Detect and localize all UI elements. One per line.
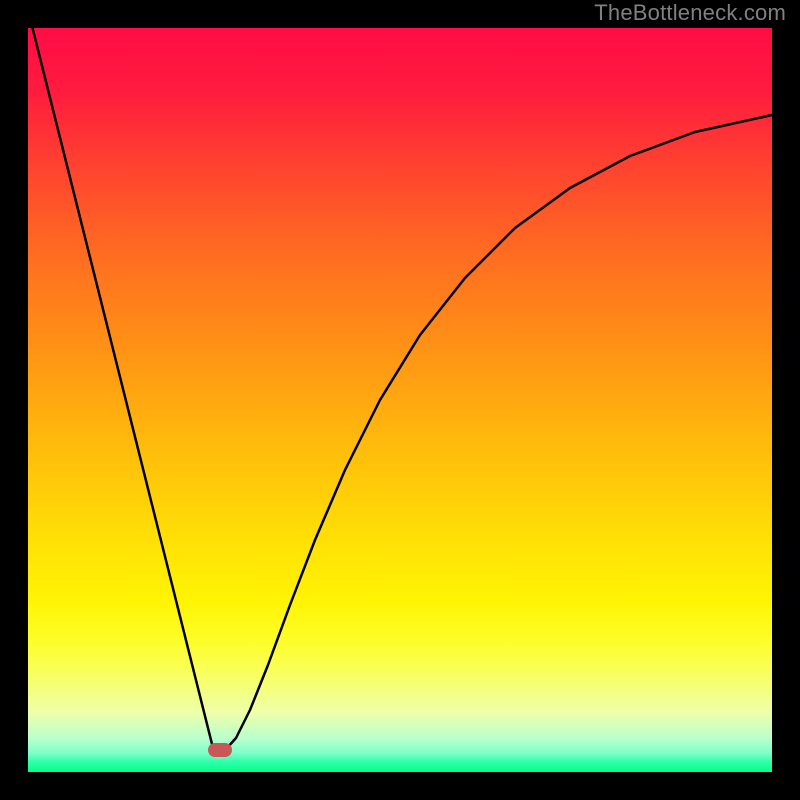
frame-border-left	[0, 0, 28, 800]
frame-border-bottom	[0, 772, 800, 800]
bottleneck-curve	[28, 10, 772, 750]
watermark-text: TheBottleneck.com	[594, 0, 786, 26]
curve-svg	[0, 0, 800, 800]
frame-border-right	[772, 0, 800, 800]
chart-container: TheBottleneck.com	[0, 0, 800, 800]
minimum-marker	[208, 743, 232, 757]
